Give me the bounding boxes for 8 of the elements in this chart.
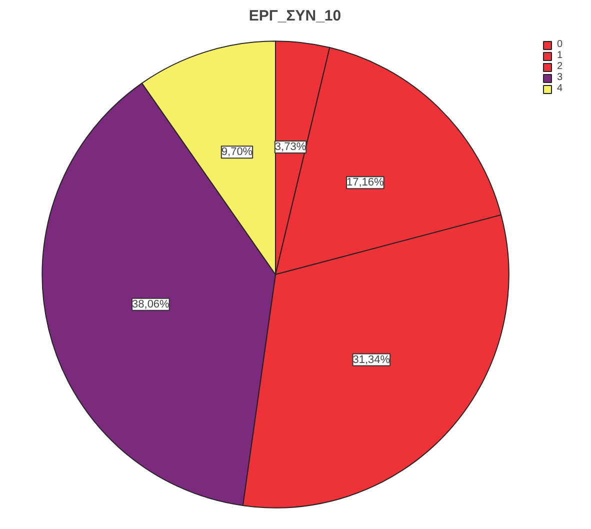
legend-label: 2	[557, 61, 564, 72]
data-label: 38,06%	[132, 298, 170, 310]
legend-label: 1	[557, 50, 564, 61]
data-label: 17,16%	[346, 176, 384, 189]
legend-label: 4	[557, 83, 564, 94]
chart-title: ΕΡΓ_ΣΥΝ_10	[248, 8, 342, 24]
legend-label: 3	[557, 72, 564, 83]
legend-label: 0	[557, 39, 564, 50]
